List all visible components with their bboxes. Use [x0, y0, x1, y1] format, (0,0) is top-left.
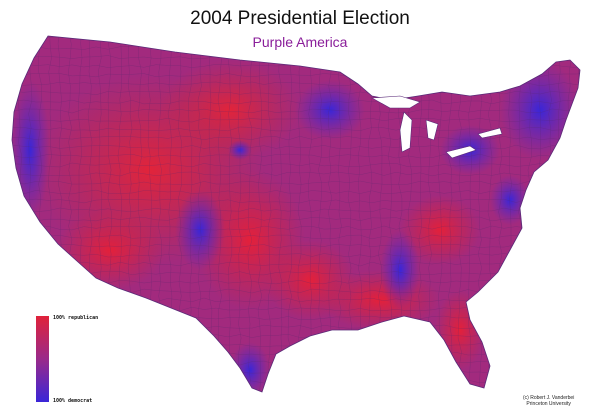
- county-line: [12, 135, 580, 141]
- county-line: [297, 36, 302, 392]
- county-line: [12, 234, 580, 240]
- legend-label-democrat: 100% democrat: [53, 398, 93, 404]
- county-line: [12, 387, 580, 392]
- county-line: [308, 36, 312, 392]
- county-line: [12, 244, 580, 249]
- county-line: [12, 378, 580, 384]
- county-line: [12, 180, 580, 185]
- county-line: [12, 342, 580, 348]
- county-line: [257, 36, 263, 392]
- county-line: [12, 207, 580, 213]
- map-subtitle: Purple America: [252, 34, 348, 50]
- legend-label-republican: 100% republican: [53, 315, 99, 321]
- county-line: [287, 36, 292, 392]
- legend-color-scale: [36, 316, 49, 402]
- county-line: [12, 198, 580, 204]
- county-line: [278, 36, 283, 392]
- credit-line-author: (c) Robert J. Vanderbei: [523, 395, 575, 401]
- county-line: [267, 36, 273, 392]
- county-line: [247, 36, 253, 392]
- county-line: [0, 28, 600, 32]
- county-line: [12, 162, 580, 168]
- county-line: [12, 225, 580, 231]
- county-line: [18, 36, 22, 392]
- map-title: 2004 Presidential Election: [190, 8, 410, 29]
- county-line: [238, 36, 242, 392]
- county-line: [217, 36, 222, 392]
- county-line: [12, 118, 580, 123]
- credit-text: (c) Robert J. Vanderbei Princeton Univer…: [523, 395, 574, 407]
- county-line: [12, 360, 580, 366]
- county-line: [12, 253, 580, 258]
- county-line: [227, 36, 233, 392]
- county-line: [12, 369, 580, 375]
- county-line: [12, 351, 580, 357]
- county-line: [12, 36, 13, 392]
- credit-line-institution: Princeton University: [526, 401, 571, 407]
- county-line: [12, 144, 580, 150]
- county-line: [12, 216, 580, 222]
- county-line: [12, 153, 580, 159]
- county-line: [12, 108, 580, 114]
